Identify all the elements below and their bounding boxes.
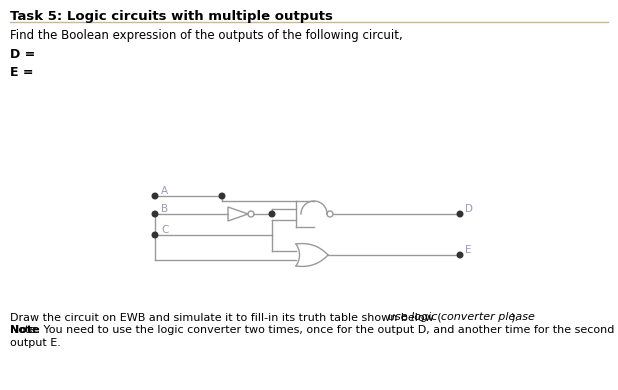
Text: A: A <box>161 186 168 196</box>
Circle shape <box>152 232 158 238</box>
Text: output E.: output E. <box>10 338 61 348</box>
Text: Find the Boolean expression of the outputs of the following circuit,: Find the Boolean expression of the outpu… <box>10 29 403 42</box>
Circle shape <box>219 193 225 199</box>
Text: C: C <box>161 225 168 235</box>
Text: ).: ). <box>510 312 519 322</box>
Text: D: D <box>465 204 473 214</box>
Text: use logic converter please: use logic converter please <box>387 312 535 322</box>
Circle shape <box>152 211 158 217</box>
Text: D =: D = <box>10 48 35 61</box>
Circle shape <box>457 252 463 258</box>
Text: B: B <box>161 204 168 214</box>
Text: Note: You need to use the logic converter two times, once for the output D, and : Note: You need to use the logic converte… <box>10 325 614 335</box>
Circle shape <box>152 193 158 199</box>
Text: Note: Note <box>10 325 40 335</box>
Text: E =: E = <box>10 66 33 79</box>
Text: Task 5: Logic circuits with multiple outputs: Task 5: Logic circuits with multiple out… <box>10 10 333 23</box>
Circle shape <box>457 211 463 217</box>
Text: Draw the circuit on EWB and simulate it to fill-in its truth table shown below (: Draw the circuit on EWB and simulate it … <box>10 312 442 322</box>
Text: E: E <box>465 245 472 255</box>
Circle shape <box>269 211 275 217</box>
